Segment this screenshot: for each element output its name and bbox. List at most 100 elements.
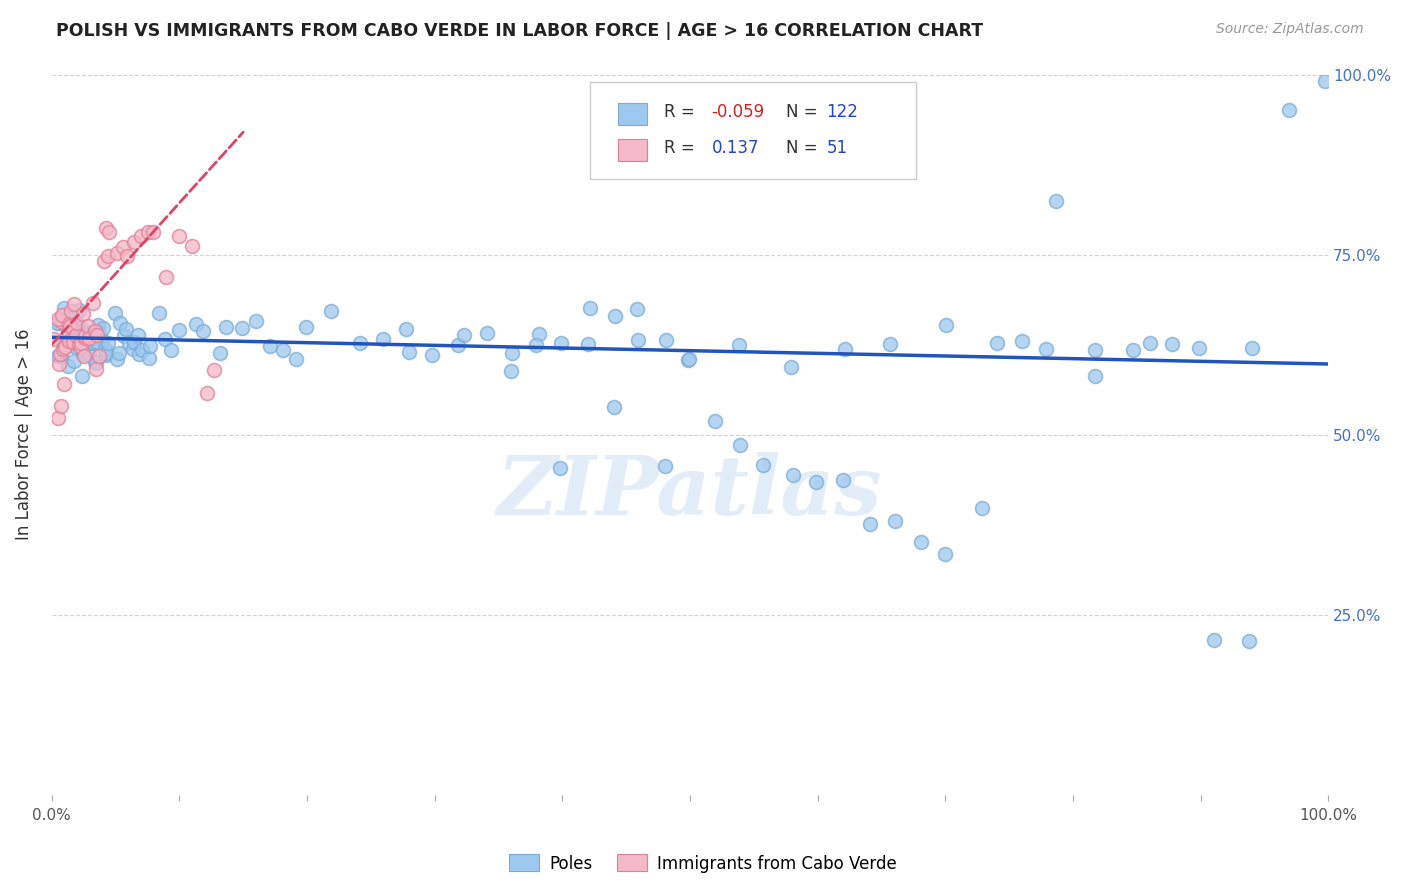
Point <box>72 323 94 337</box>
Point <box>215 319 238 334</box>
Point <box>45 316 67 330</box>
Point <box>780 360 803 375</box>
Point <box>191 324 214 338</box>
Point <box>181 239 204 253</box>
Point <box>1084 343 1107 358</box>
Point <box>94 348 117 362</box>
Point <box>66 330 89 344</box>
Point <box>627 333 650 347</box>
Point <box>231 321 253 335</box>
Point <box>122 235 145 249</box>
Point <box>59 318 82 333</box>
Point <box>77 327 100 342</box>
Point <box>66 316 89 330</box>
Point <box>52 336 75 351</box>
Point <box>1313 73 1336 87</box>
Text: POLISH VS IMMIGRANTS FROM CABO VERDE IN LABOR FORCE | AGE > 16 CORRELATION CHART: POLISH VS IMMIGRANTS FROM CABO VERDE IN … <box>56 22 983 40</box>
Point <box>524 338 547 352</box>
Point <box>76 335 98 350</box>
Point <box>55 340 77 354</box>
Text: 51: 51 <box>827 139 848 157</box>
Point <box>52 376 75 391</box>
Point <box>728 438 751 452</box>
Point <box>550 336 572 351</box>
Point <box>83 325 105 339</box>
Point <box>56 324 79 338</box>
Point <box>108 345 131 359</box>
Point <box>72 344 94 359</box>
Point <box>73 331 96 345</box>
Point <box>97 249 120 263</box>
Point <box>475 326 498 340</box>
Point <box>49 399 72 413</box>
Point <box>84 354 107 368</box>
Point <box>84 361 107 376</box>
Point <box>1045 194 1067 209</box>
Point <box>55 339 77 353</box>
Point <box>53 301 76 315</box>
Point <box>48 357 70 371</box>
Point <box>834 342 856 356</box>
Point <box>195 386 218 401</box>
Point <box>63 297 86 311</box>
Point <box>65 316 87 330</box>
Point <box>63 308 86 322</box>
Point <box>82 325 104 339</box>
Point <box>879 337 901 351</box>
Point <box>548 461 571 475</box>
Point <box>128 347 150 361</box>
Point <box>934 547 956 561</box>
Point <box>58 317 80 331</box>
Point <box>395 322 418 336</box>
Point <box>1278 103 1301 118</box>
Point <box>752 458 775 472</box>
Text: R =: R = <box>665 139 695 157</box>
Point <box>112 329 135 343</box>
Point <box>1204 633 1226 648</box>
FancyBboxPatch shape <box>591 82 915 179</box>
Point <box>209 346 232 360</box>
Point <box>678 353 700 368</box>
Point <box>184 317 207 331</box>
Point <box>87 349 110 363</box>
Point <box>160 343 183 357</box>
Point <box>1241 341 1264 355</box>
Point <box>49 346 72 360</box>
Point <box>84 356 107 370</box>
Point <box>155 332 177 346</box>
Legend: Poles, Immigrants from Cabo Verde: Poles, Immigrants from Cabo Verde <box>502 847 904 880</box>
Point <box>1011 334 1033 348</box>
Point <box>703 414 725 428</box>
Point <box>72 307 94 321</box>
Point <box>104 306 127 320</box>
FancyBboxPatch shape <box>619 139 647 161</box>
Point <box>527 326 550 341</box>
Point <box>1188 341 1211 355</box>
Point <box>1239 634 1261 648</box>
Point <box>806 475 828 489</box>
Point <box>420 348 443 362</box>
Point <box>285 351 308 366</box>
Point <box>1161 336 1184 351</box>
Point <box>118 336 141 351</box>
Point <box>67 338 90 352</box>
Point <box>259 339 281 353</box>
Point <box>447 338 470 352</box>
Point <box>578 301 600 316</box>
Point <box>66 321 89 335</box>
Point <box>51 315 73 329</box>
Point <box>56 318 79 333</box>
Point <box>70 340 93 354</box>
Point <box>884 514 907 528</box>
Text: N =: N = <box>786 103 817 121</box>
Point <box>832 473 855 487</box>
Point <box>115 322 138 336</box>
Point <box>136 225 159 239</box>
Y-axis label: In Labor Force | Age > 16: In Labor Force | Age > 16 <box>15 329 32 541</box>
Point <box>576 336 599 351</box>
Point <box>76 327 98 342</box>
Point <box>58 359 80 373</box>
Point <box>139 339 162 353</box>
Point <box>122 342 145 356</box>
Point <box>75 329 97 343</box>
